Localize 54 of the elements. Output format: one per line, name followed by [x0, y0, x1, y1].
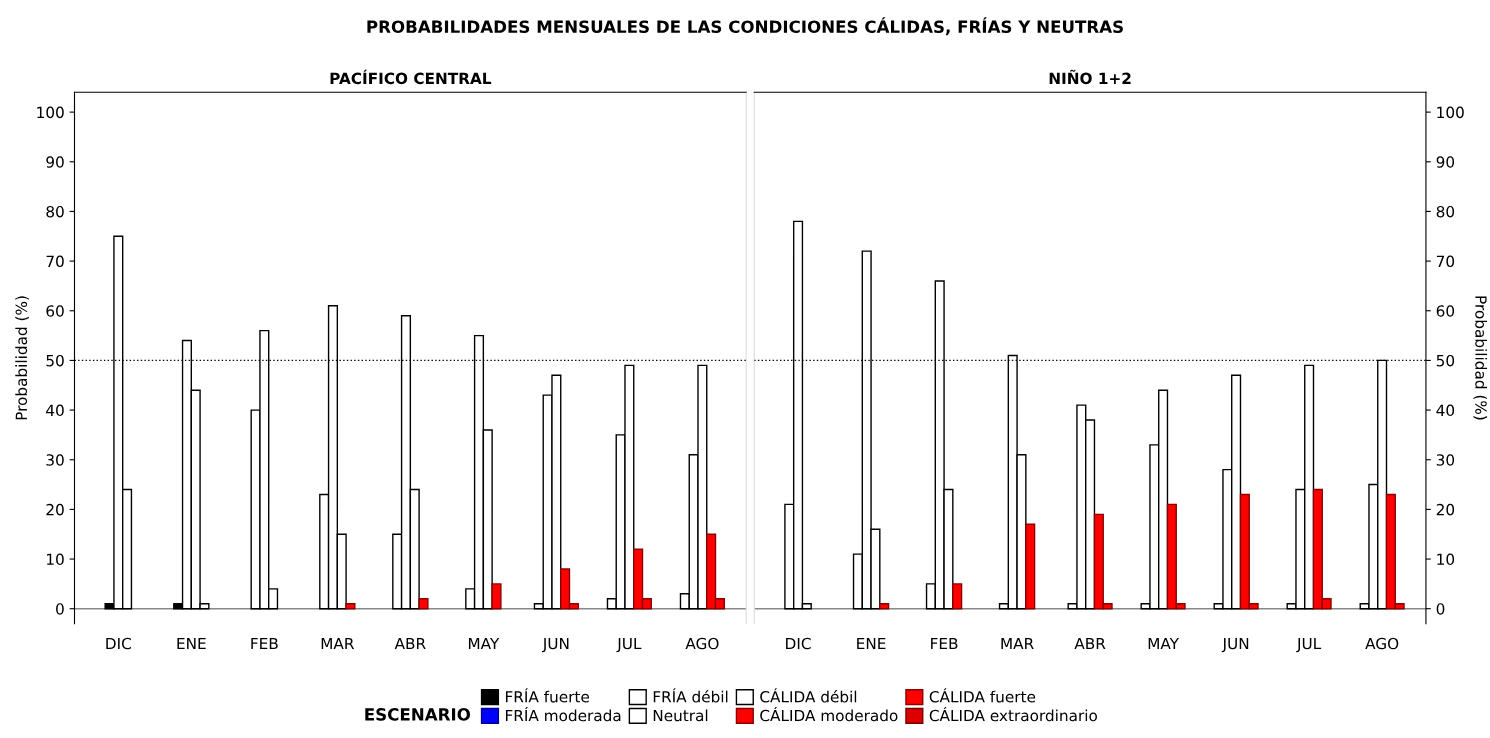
y-tick-label: 60	[1436, 305, 1455, 317]
x-tick-label: JUN	[542, 637, 569, 653]
y-tick-label: 50	[1436, 354, 1455, 367]
x-tick-label: AGO	[685, 637, 719, 650]
y-tick-label: 30	[1436, 454, 1455, 466]
y-tick-label: 60	[46, 305, 64, 317]
y-axis-title: Probabilidad (%)	[1473, 296, 1488, 420]
y-tick-label: 30	[46, 454, 64, 466]
y-tick-label: 20	[46, 503, 64, 516]
y-tick-label: 100	[1437, 106, 1464, 119]
y-tick-label: 80	[1436, 205, 1455, 218]
x-tick-label: FEB	[931, 637, 958, 650]
chart-title: PROBABILIDADES MENSUALES DE LAS CONDICIONES CÁLIDAS, FRÍAS Y NEUTRAS	[367, 17, 1123, 36]
legend-label: Neutral	[653, 709, 708, 722]
y-tick-label: 0	[56, 603, 64, 615]
x-tick-label: ABR	[1074, 637, 1106, 650]
y-tick-label: 100	[37, 106, 64, 119]
legend-label: CÁLIDA fuerte	[929, 688, 1036, 703]
y-tick-label: 50	[46, 354, 64, 367]
x-tick-label: MAR	[321, 637, 355, 650]
x-tick-label: MAY	[1148, 637, 1180, 650]
y-tick-label: 70	[46, 255, 64, 268]
legend-label: CÁLIDA débil	[760, 688, 857, 703]
y-tick-label: 10	[1437, 553, 1455, 566]
y-tick-label: 80	[46, 205, 64, 218]
chart-subtitle: NIÑO 1+2	[1049, 69, 1131, 85]
legend-label: FRÍA moderada	[505, 706, 621, 722]
x-tick-label: JUL	[1296, 637, 1322, 653]
x-tick-label: ENE	[857, 637, 886, 650]
y-tick-label: 10	[47, 553, 64, 566]
y-tick-label: 90	[1436, 156, 1455, 168]
y-tick-label: 40	[1436, 404, 1455, 417]
legend-label: CÁLIDA moderado	[760, 706, 898, 722]
x-tick-label: MAR	[1001, 637, 1034, 650]
y-tick-label: 20	[1436, 503, 1455, 516]
legend-label: FRÍA fuerte	[505, 688, 590, 703]
x-tick-label: JUN	[1221, 637, 1249, 653]
x-tick-label: ENE	[177, 637, 206, 650]
x-tick-label: FEB	[251, 637, 278, 650]
y-tick-label: 70	[1436, 255, 1455, 268]
y-axis-title: Probabilidad (%)	[15, 296, 29, 420]
x-tick-label: JUL	[616, 637, 642, 653]
legend-title: ESCENARIO	[365, 708, 470, 721]
y-tick-label: 90	[46, 156, 64, 168]
x-tick-label: DIC	[106, 637, 131, 650]
y-tick-label: 0	[1436, 603, 1445, 615]
y-tick-label: 40	[46, 404, 64, 417]
x-tick-label: AGO	[1365, 637, 1399, 650]
legend-label: CÁLIDA extraordinario	[929, 706, 1097, 722]
x-tick-label: ABR	[394, 637, 426, 650]
legend-label: FRÍA débil	[653, 688, 728, 703]
x-tick-label: DIC	[786, 637, 811, 650]
x-tick-label: MAY	[468, 637, 500, 650]
chart-subtitle: PACÍFICO CENTRAL	[330, 69, 492, 85]
